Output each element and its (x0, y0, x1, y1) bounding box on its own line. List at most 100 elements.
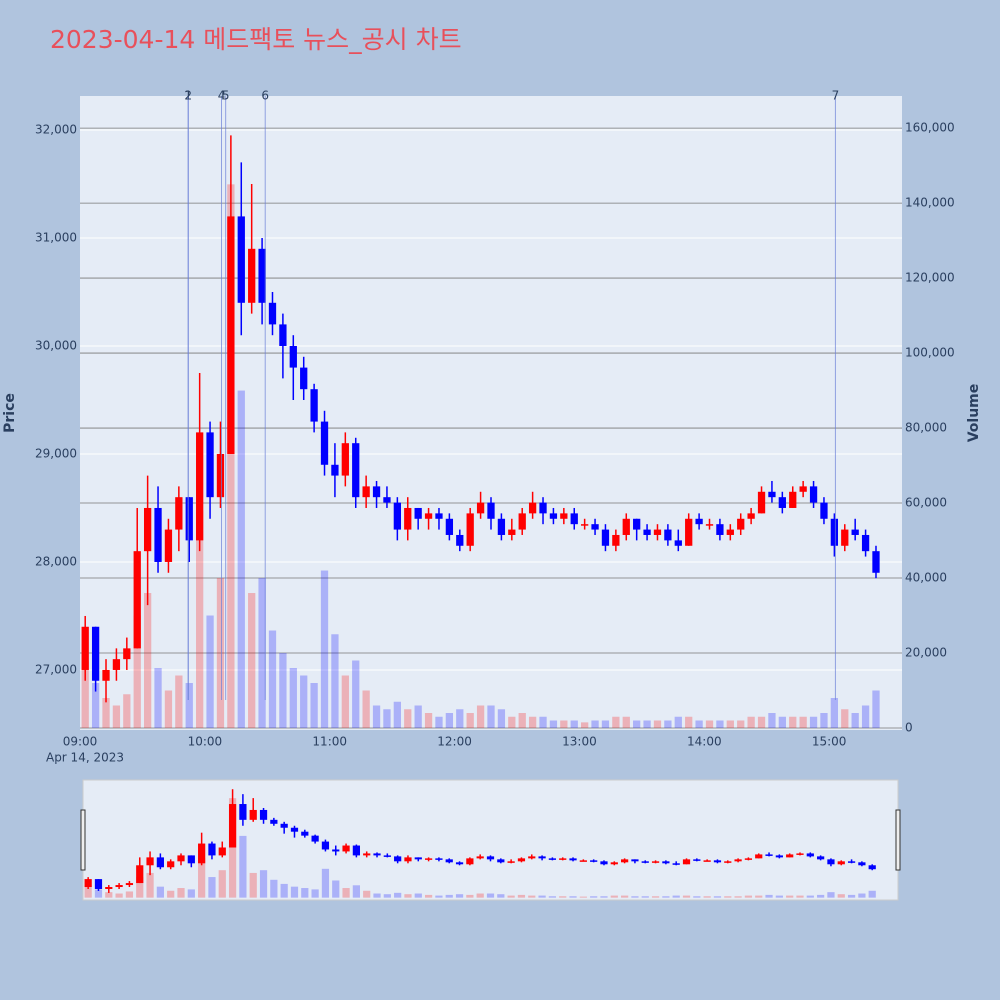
slider-volume-bar (631, 896, 639, 898)
candle-body (372, 486, 381, 498)
slider-candle-body (167, 861, 175, 868)
candle-body (518, 513, 526, 530)
slider-candle-body (301, 831, 309, 836)
slider-volume-bar (744, 895, 753, 898)
slider-candle-body (435, 858, 443, 860)
slider-candle-body (600, 861, 608, 865)
slider-volume-bar (259, 870, 268, 898)
annotation-label: 7 (832, 89, 840, 103)
volume-bar (445, 712, 454, 728)
range-slider[interactable] (82, 779, 899, 901)
slider-candle-body (765, 854, 773, 856)
volume-bar (560, 720, 568, 728)
candle-body (581, 524, 589, 526)
slider-volume-bar (94, 889, 103, 898)
candle-body (633, 518, 641, 530)
slider-volume-bar (796, 895, 804, 898)
slider-volume-bar (146, 872, 154, 898)
y2-tick-label: 80,000 (905, 421, 947, 435)
candle-body (341, 443, 349, 476)
y2-tick-label: 100,000 (905, 346, 955, 360)
slider-candle-body (796, 853, 804, 855)
slider-candle-body (228, 804, 237, 848)
candle-body (237, 216, 245, 303)
volume-bar (799, 716, 807, 728)
slider-volume-bar (858, 893, 866, 898)
slider-candle-body (115, 885, 123, 888)
candle-body (133, 551, 141, 649)
slider-candle-body (662, 861, 670, 864)
annotation-label: 4 (218, 89, 226, 103)
volume-bar (508, 716, 516, 728)
volume-bar (830, 697, 839, 728)
candle-body (726, 529, 734, 535)
slider-volume-bar (579, 896, 587, 898)
slider-candle-body (858, 862, 866, 866)
slider-volume-bar (868, 890, 876, 898)
volume-bar (383, 709, 391, 728)
slider-candle-body (590, 860, 598, 862)
candle-body (456, 534, 464, 546)
volume-bar (133, 615, 141, 728)
x-date-label: Apr 14, 2023 (46, 751, 124, 765)
candle-body (674, 540, 682, 546)
slider-candle-body (682, 859, 691, 865)
x-tick-label: 11:00 (312, 735, 347, 749)
candle-body (435, 513, 443, 519)
candle-body (560, 513, 568, 519)
slider-volume-bar (827, 892, 835, 898)
candle-body (737, 518, 745, 530)
volume-bar (622, 716, 630, 728)
candle-body (383, 497, 391, 503)
candle-body (861, 534, 870, 552)
candle-body (528, 502, 537, 514)
candle-body (476, 502, 485, 514)
slider-candle-body (755, 854, 763, 859)
annotation-label: 5 (222, 89, 230, 103)
slider-candle-body (290, 827, 299, 832)
slider-candle-body (847, 861, 856, 863)
slider-candle-body (84, 879, 92, 888)
volume-bar (300, 675, 308, 728)
x-tick-label: 10:00 (188, 735, 223, 749)
slider-candle-body (342, 845, 350, 852)
candle-body (591, 524, 599, 530)
slider-handle[interactable] (895, 809, 901, 871)
annotation-label: 6 (261, 89, 269, 103)
volume-bar (123, 694, 131, 728)
candle-body (612, 534, 620, 546)
candle-body (445, 518, 454, 535)
slider-candle-body (610, 862, 618, 865)
y-axis-title: Price (2, 393, 18, 433)
slider-candle-body (837, 861, 845, 865)
slider-candle-body (703, 860, 711, 862)
volume-bar (279, 653, 287, 728)
slider-candle-body (724, 861, 732, 863)
candle-body (570, 513, 578, 525)
volume-bar (362, 690, 370, 728)
slider-candle-body (827, 859, 835, 865)
volume-bar (737, 720, 745, 728)
volume-bar (695, 720, 703, 728)
x-tick-label: 15:00 (812, 735, 847, 749)
slider-volume-bar (208, 877, 216, 898)
volume-bar (268, 630, 277, 728)
candle-body (414, 507, 422, 519)
volume-bar (664, 720, 672, 728)
x-tick-label: 14:00 (687, 735, 722, 749)
slider-candle-body (486, 856, 495, 860)
slider-volume-bar (651, 896, 660, 898)
volume-bar (331, 634, 339, 728)
annotation-label: 2 (184, 89, 192, 103)
slider-candle-body (125, 883, 134, 886)
volume-bar (778, 716, 786, 728)
slider-volume-bar (228, 798, 237, 898)
slider-handle[interactable] (80, 809, 86, 871)
candle-body (539, 502, 547, 514)
volume-bar (320, 570, 329, 728)
candle-body (508, 529, 516, 535)
slider-volume-bar (734, 896, 742, 898)
volume-bar (466, 712, 474, 728)
slider-volume-bar (724, 896, 732, 898)
candle-body (705, 524, 714, 526)
